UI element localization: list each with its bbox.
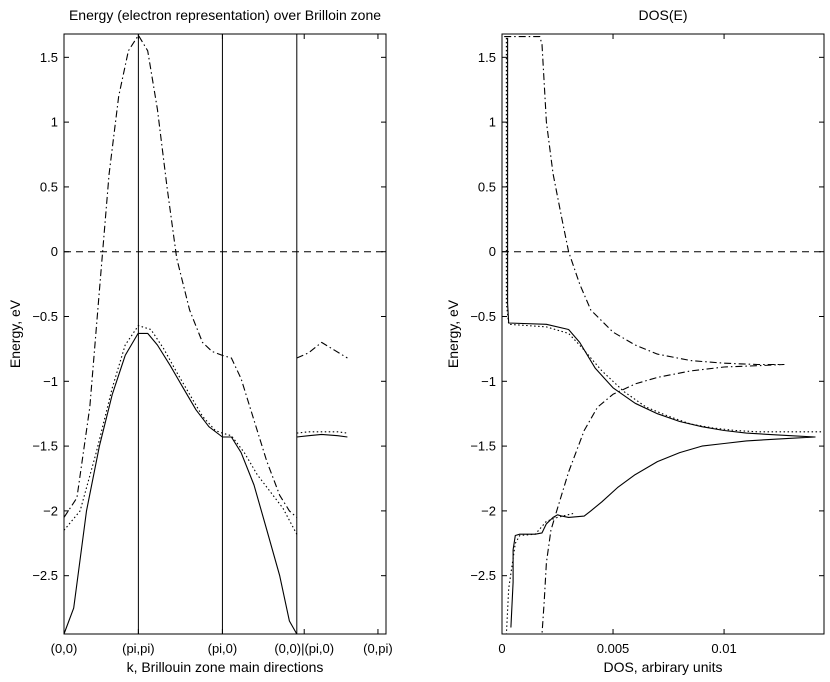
panel-1-ytick-label: 1 — [51, 115, 58, 130]
panel-1-ytick-label: 1.5 — [40, 50, 58, 65]
panel-2-xtick-label: 0.01 — [711, 641, 736, 656]
panel-2-ytick-label: −2.5 — [470, 568, 496, 583]
panel-2-xtick-label: 0.005 — [597, 641, 630, 656]
panel-2-ylabel: Energy, eV — [445, 299, 461, 368]
panel-2-ytick-label: −1.5 — [470, 439, 496, 454]
band-dashdot-segment-2 — [296, 341, 348, 359]
panel-1-ytick-label: −1 — [43, 374, 58, 389]
panel-1-ylabel: Energy, eV — [7, 299, 23, 368]
panel-1-xlabel: k, Brillouin zone main directions — [127, 659, 324, 675]
panel-1-xtick-label: (0,pi) — [363, 641, 393, 656]
band-dashdot-segment-1 — [64, 34, 298, 518]
panel-1-ytick-label: −2 — [43, 503, 58, 518]
dos-dashdot-segment-1 — [504, 36, 785, 634]
dos-dotted-segment-1 — [505, 37, 824, 433]
panel-2-ytick-label: −0.5 — [470, 309, 496, 324]
band-solid-segment-2 — [296, 433, 348, 438]
panel-2-xlabel: DOS, arbirary units — [603, 659, 722, 675]
panel-2-ytick-label: 0 — [489, 244, 496, 259]
panel-2: 1.5 1 0.5 0 −0.5 −1 −1.5 −2 −2.5 0 0.005 0.01 DOS(E)… — [445, 7, 825, 675]
band-solid-segment-1 — [64, 332, 298, 634]
panel-2-ytick-label: −2 — [481, 503, 496, 518]
panel-2-axes-frame — [501, 33, 825, 635]
panel-1-ytick-label: −1.5 — [32, 439, 58, 454]
panel-1-ytick-label: −2.5 — [32, 568, 58, 583]
panel-2-ytick-label: 1.5 — [478, 50, 496, 65]
panel-2-xtick-label: 0 — [498, 641, 505, 656]
panel-1-xtick-label: (0,0)|(pi,0) — [274, 641, 334, 656]
panel-2-title: DOS(E) — [639, 7, 688, 23]
panel-1-xtick-label: (pi,pi) — [122, 641, 155, 656]
dos-solid-segment-1 — [507, 37, 816, 628]
panel-1-ytick-label: 0.5 — [40, 179, 58, 194]
dos-dotted-segment-2 — [505, 512, 574, 634]
panel-1-ytick-label: −0.5 — [32, 309, 58, 324]
panel-1-ytick-label: 0 — [51, 244, 58, 259]
panel-2-ytick-label: 1 — [489, 115, 496, 130]
panel-1-xtick-label: (pi,0) — [208, 641, 238, 656]
panel-2-ytick-label: 0.5 — [478, 179, 496, 194]
panel-1: 1.5 1 0.5 0 −0.5 −1 −1.5 −2 −2.5 (0,0) (pi,pi) (pi,… — [7, 7, 393, 675]
panel-1-title: Energy (electron representation) over Br… — [69, 7, 381, 23]
panel-1-series-group — [64, 34, 348, 634]
panel-2-ytick-label: −1 — [481, 374, 496, 389]
panel-1-axes-frame — [63, 33, 387, 635]
panel-2-series-group — [504, 36, 824, 634]
panel-1-xtick-label: (0,0) — [51, 641, 78, 656]
band-dotted-segment-1 — [64, 325, 298, 535]
band-dotted-segment-2 — [296, 431, 348, 434]
